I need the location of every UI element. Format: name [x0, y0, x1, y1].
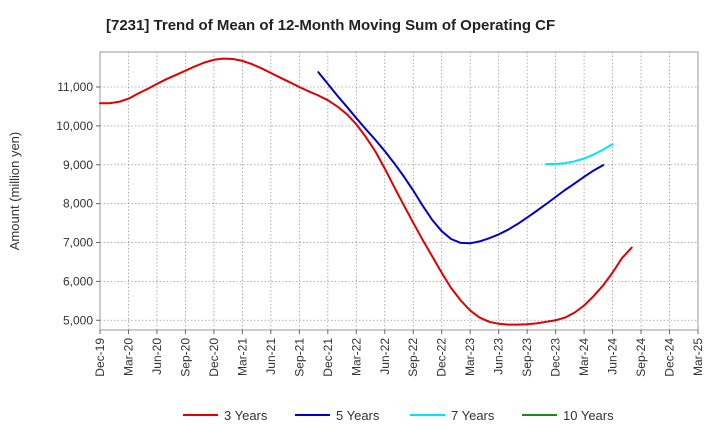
x-tick-label: Mar-21: [235, 338, 249, 376]
x-tick-label: Mar-20: [121, 338, 135, 376]
y-tick-label: 8,000: [63, 197, 93, 211]
x-tick-label: Sep-23: [520, 338, 534, 377]
x-tick-label: Sep-21: [292, 338, 306, 377]
x-tick-label: Sep-24: [634, 338, 648, 377]
x-tick-label: Sep-22: [406, 338, 420, 377]
x-tick-label: Dec-22: [435, 338, 449, 377]
y-tick-label: 5,000: [63, 313, 93, 327]
y-tick-label: 7,000: [63, 236, 93, 250]
y-tick-label: 9,000: [63, 158, 93, 172]
legend: 3 Years 5 Years 7 Years 10 Years: [183, 408, 614, 423]
series-line-5-years: [317, 71, 605, 245]
x-axis-ticks: Dec-19 Mar-20 Jun-20 Sep-20 Dec-20 Mar-21 Jun-…: [93, 330, 705, 377]
x-tick-label: Jun-21: [264, 338, 278, 375]
x-tick-label: Dec-19: [93, 338, 107, 377]
x-tick-label: Jun-24: [606, 338, 620, 375]
y-axis-label: Amount (million yen): [7, 132, 22, 251]
x-tick-label: Dec-23: [549, 338, 563, 377]
x-tick-label: Mar-23: [463, 338, 477, 376]
y-tick-label: 11,000: [57, 80, 93, 94]
x-tick-label: Dec-21: [321, 338, 335, 377]
legend-label-10-years: 10 Years: [563, 408, 614, 423]
series-line-3-years: [99, 57, 633, 326]
grid-lines: [100, 52, 698, 330]
x-tick-label: Jun-23: [492, 338, 506, 375]
x-tick-label: Jun-22: [378, 338, 392, 375]
legend-label-3-years: 3 Years: [224, 408, 268, 423]
series-line-7-years: [545, 143, 614, 165]
x-tick-label: Mar-24: [577, 338, 591, 376]
x-tick-label: Dec-20: [207, 338, 221, 377]
x-tick-label: Sep-20: [178, 338, 192, 377]
x-tick-label: Jun-20: [150, 338, 164, 375]
chart-title: [7231] Trend of Mean of 12-Month Moving …: [106, 17, 555, 34]
legend-label-5-years: 5 Years: [336, 408, 380, 423]
y-axis-ticks: 5,000 6,000 7,000 8,000 9,000 10,000 11,000: [56, 80, 100, 327]
series-lines: [99, 57, 633, 326]
x-tick-label: Mar-25: [691, 338, 705, 376]
x-tick-label: Dec-24: [663, 338, 677, 377]
y-tick-label: 10,000: [56, 119, 93, 133]
y-tick-label: 6,000: [63, 274, 93, 288]
plot-area: [99, 51, 699, 331]
legend-label-7-years: 7 Years: [451, 408, 495, 423]
x-tick-label: Mar-22: [349, 338, 363, 376]
